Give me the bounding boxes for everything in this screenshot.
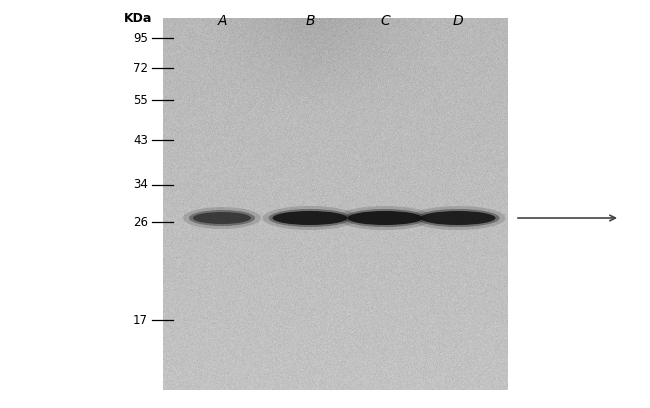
Text: 95: 95 [133, 31, 148, 44]
Text: 43: 43 [133, 133, 148, 146]
Ellipse shape [411, 206, 506, 230]
Ellipse shape [343, 209, 426, 227]
Text: D: D [452, 14, 463, 28]
Ellipse shape [417, 209, 499, 227]
Text: 17: 17 [133, 313, 148, 326]
Text: B: B [306, 14, 315, 28]
Ellipse shape [189, 210, 255, 226]
Ellipse shape [183, 207, 261, 229]
Ellipse shape [263, 206, 358, 230]
Text: C: C [380, 14, 390, 28]
Text: 26: 26 [133, 215, 148, 228]
Ellipse shape [348, 211, 422, 225]
Ellipse shape [421, 211, 495, 225]
Ellipse shape [337, 206, 432, 230]
Ellipse shape [193, 212, 251, 224]
Text: 55: 55 [133, 93, 148, 106]
Text: 34: 34 [133, 179, 148, 191]
Text: A: A [217, 14, 227, 28]
Ellipse shape [272, 211, 348, 225]
Text: 72: 72 [133, 62, 148, 75]
Text: KDa: KDa [124, 12, 152, 25]
Ellipse shape [268, 209, 352, 227]
